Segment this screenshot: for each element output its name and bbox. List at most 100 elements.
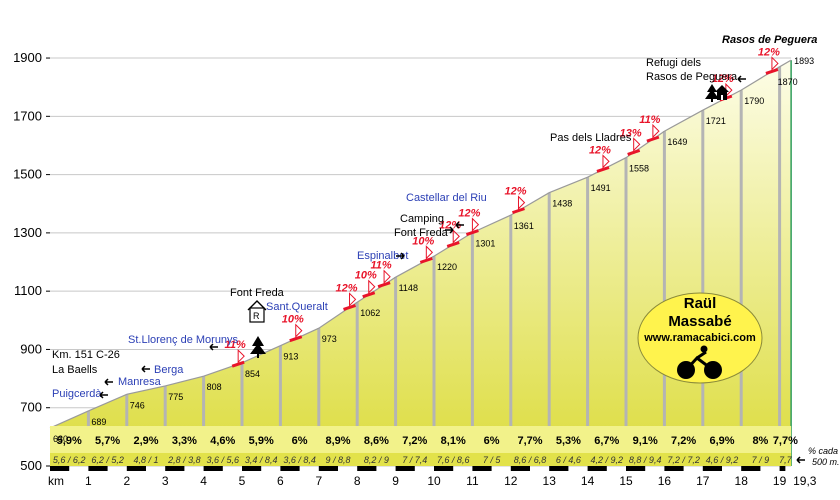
altitude-label: 1870: [778, 77, 798, 87]
place-label: Pas dels Lladres: [550, 132, 632, 144]
segment-sub-grade: 5,6 / 6,2: [53, 455, 86, 465]
scale-bar: [165, 466, 185, 471]
steep-flag-icon: [237, 348, 245, 364]
place-label: Puigcerdà: [52, 388, 102, 400]
steep-segment: [596, 165, 610, 173]
segment-grade: 4,6%: [210, 435, 235, 447]
place-labels: Km. 151 C-26 La Baells Puigcerdà Manresa…: [52, 57, 738, 400]
house-icon: [715, 85, 729, 100]
segment-sub-grade: 3,4 / 8,4: [245, 455, 278, 465]
segment-grade: 8%: [752, 435, 768, 447]
segment-sub-grade: 7 / 7,4: [402, 455, 427, 465]
altitude-label: 1062: [360, 308, 380, 318]
steep-flag-icon: [652, 123, 660, 139]
place-label: Sant.Queralt: [266, 301, 328, 313]
x-tick-label: 18: [735, 474, 749, 488]
segment-sub-grade: 6,2 / 5,2: [91, 455, 124, 465]
segment-sub-grade: 7 / 5: [483, 455, 502, 465]
steep-segment: [627, 148, 641, 156]
x-tick-label: 16: [658, 474, 672, 488]
place-label: Font Freda: [394, 227, 449, 239]
x-tick-label: 19: [773, 474, 787, 488]
steep-percentage: 13%: [620, 127, 642, 139]
x-tick-label: 4: [200, 474, 207, 488]
altitude-label: 775: [168, 392, 183, 402]
author-badge: Raül Massabé www.ramacabici.com: [637, 292, 763, 384]
scale-bar: [779, 466, 786, 471]
x-tick-label: 6: [277, 474, 284, 488]
segment-sub-grade: 9 / 8,8: [325, 455, 350, 465]
segment-sub-grade: 6 / 4,6: [556, 455, 581, 465]
scale-bar: [549, 466, 569, 471]
steep-percentage: 11%: [370, 260, 391, 272]
steep-segment: [231, 360, 245, 368]
scale-bar: [395, 466, 415, 471]
segment-grade: 5,7%: [95, 435, 120, 447]
grade-bands: 5,9% 5,6 / 6,2 5,7% 6,2 / 5,2 2,9% 4,8 / 1 3,3…: [50, 426, 798, 471]
altitude-label: 854: [245, 369, 260, 379]
segment-grade: 8,1%: [441, 435, 466, 447]
segment-sub-grade: 8,6 / 6,8: [514, 455, 547, 465]
arrow-left-icon: [99, 391, 108, 399]
x-tick-label: 14: [581, 474, 595, 488]
segment-sub-grade: 2,8 / 3,8: [167, 455, 201, 465]
steep-segment: [512, 207, 525, 215]
x-axis-label: km: [48, 474, 64, 488]
arrow-left-icon: [737, 75, 746, 83]
y-tick-label: 1300: [13, 225, 42, 240]
segment-sub-grade: 4,6 / 9,2: [706, 455, 739, 465]
y-tick-label: 1500: [13, 167, 42, 182]
steep-percentage: 10%: [412, 235, 434, 247]
pine-tree-icon: [250, 336, 266, 358]
altitude-label: 689: [91, 417, 106, 427]
steep-markers: 11%10%12%10%11%10%12%12%12%12%13%11%12%1…: [225, 46, 780, 368]
steep-percentage: 10%: [355, 270, 377, 282]
steep-flag-icon: [633, 137, 641, 152]
x-tick-label: 9: [392, 474, 399, 488]
altitude-label: 1301: [475, 239, 495, 249]
author-last-name: Massabé: [668, 313, 731, 330]
grade-band: [50, 426, 792, 453]
altitude-label: 1649: [667, 137, 687, 147]
x-tick-label: 17: [696, 474, 710, 488]
arrow-right-icon: [445, 226, 454, 234]
y-tick-label: 1100: [14, 283, 42, 298]
segment-grade: 6,9%: [709, 435, 734, 447]
segment-grade: 7,7%: [773, 435, 798, 447]
x-tick-label: 3: [162, 474, 169, 488]
altitude-label: 630: [53, 434, 68, 444]
steep-segment: [646, 135, 660, 143]
steep-segment: [377, 281, 391, 289]
place-label: Camping: [400, 213, 444, 225]
y-axis: 500 700 900 1100 1300 1500 1700 1900: [13, 50, 50, 473]
x-tick-label: 15: [619, 474, 633, 488]
steep-segment: [446, 240, 460, 248]
segment-grade: 6%: [292, 435, 308, 447]
steep-flag-icon: [368, 279, 376, 294]
steep-percentage: 11%: [225, 339, 246, 351]
steep-flag-icon: [602, 154, 610, 169]
altitude-label: 1148: [399, 283, 418, 293]
x-tick-label: 1: [85, 474, 92, 488]
altitude-label: 973: [322, 334, 337, 344]
place-label: Rasos de Peguera: [646, 71, 738, 83]
arrow-left-icon: [455, 221, 464, 229]
segment-sub-grade: 7 / 9: [752, 455, 770, 465]
steep-percentage: 11%: [639, 114, 660, 126]
segment-sub-grade: 4,2 / 9,2: [591, 455, 624, 465]
y-tick-label: 500: [20, 458, 42, 473]
scale-bar: [280, 466, 300, 471]
scale-bar: [626, 466, 646, 471]
altitude-label: 1438: [552, 199, 572, 209]
steep-flag-icon: [295, 323, 303, 338]
segment-grade: 3,3%: [172, 435, 197, 447]
scale-bar: [203, 466, 223, 471]
place-label: Km. 151 C-26: [52, 349, 120, 361]
scale-bar: [510, 466, 530, 471]
segment-sub-grade: 3,6 / 8,4: [283, 455, 316, 465]
steep-flag-icon: [771, 56, 779, 71]
scale-bar: [741, 466, 761, 471]
segment-sub-grade: 3,6 / 5,6: [207, 455, 240, 465]
y-tick-label: 1900: [13, 50, 42, 65]
steep-flag-icon: [425, 245, 434, 260]
